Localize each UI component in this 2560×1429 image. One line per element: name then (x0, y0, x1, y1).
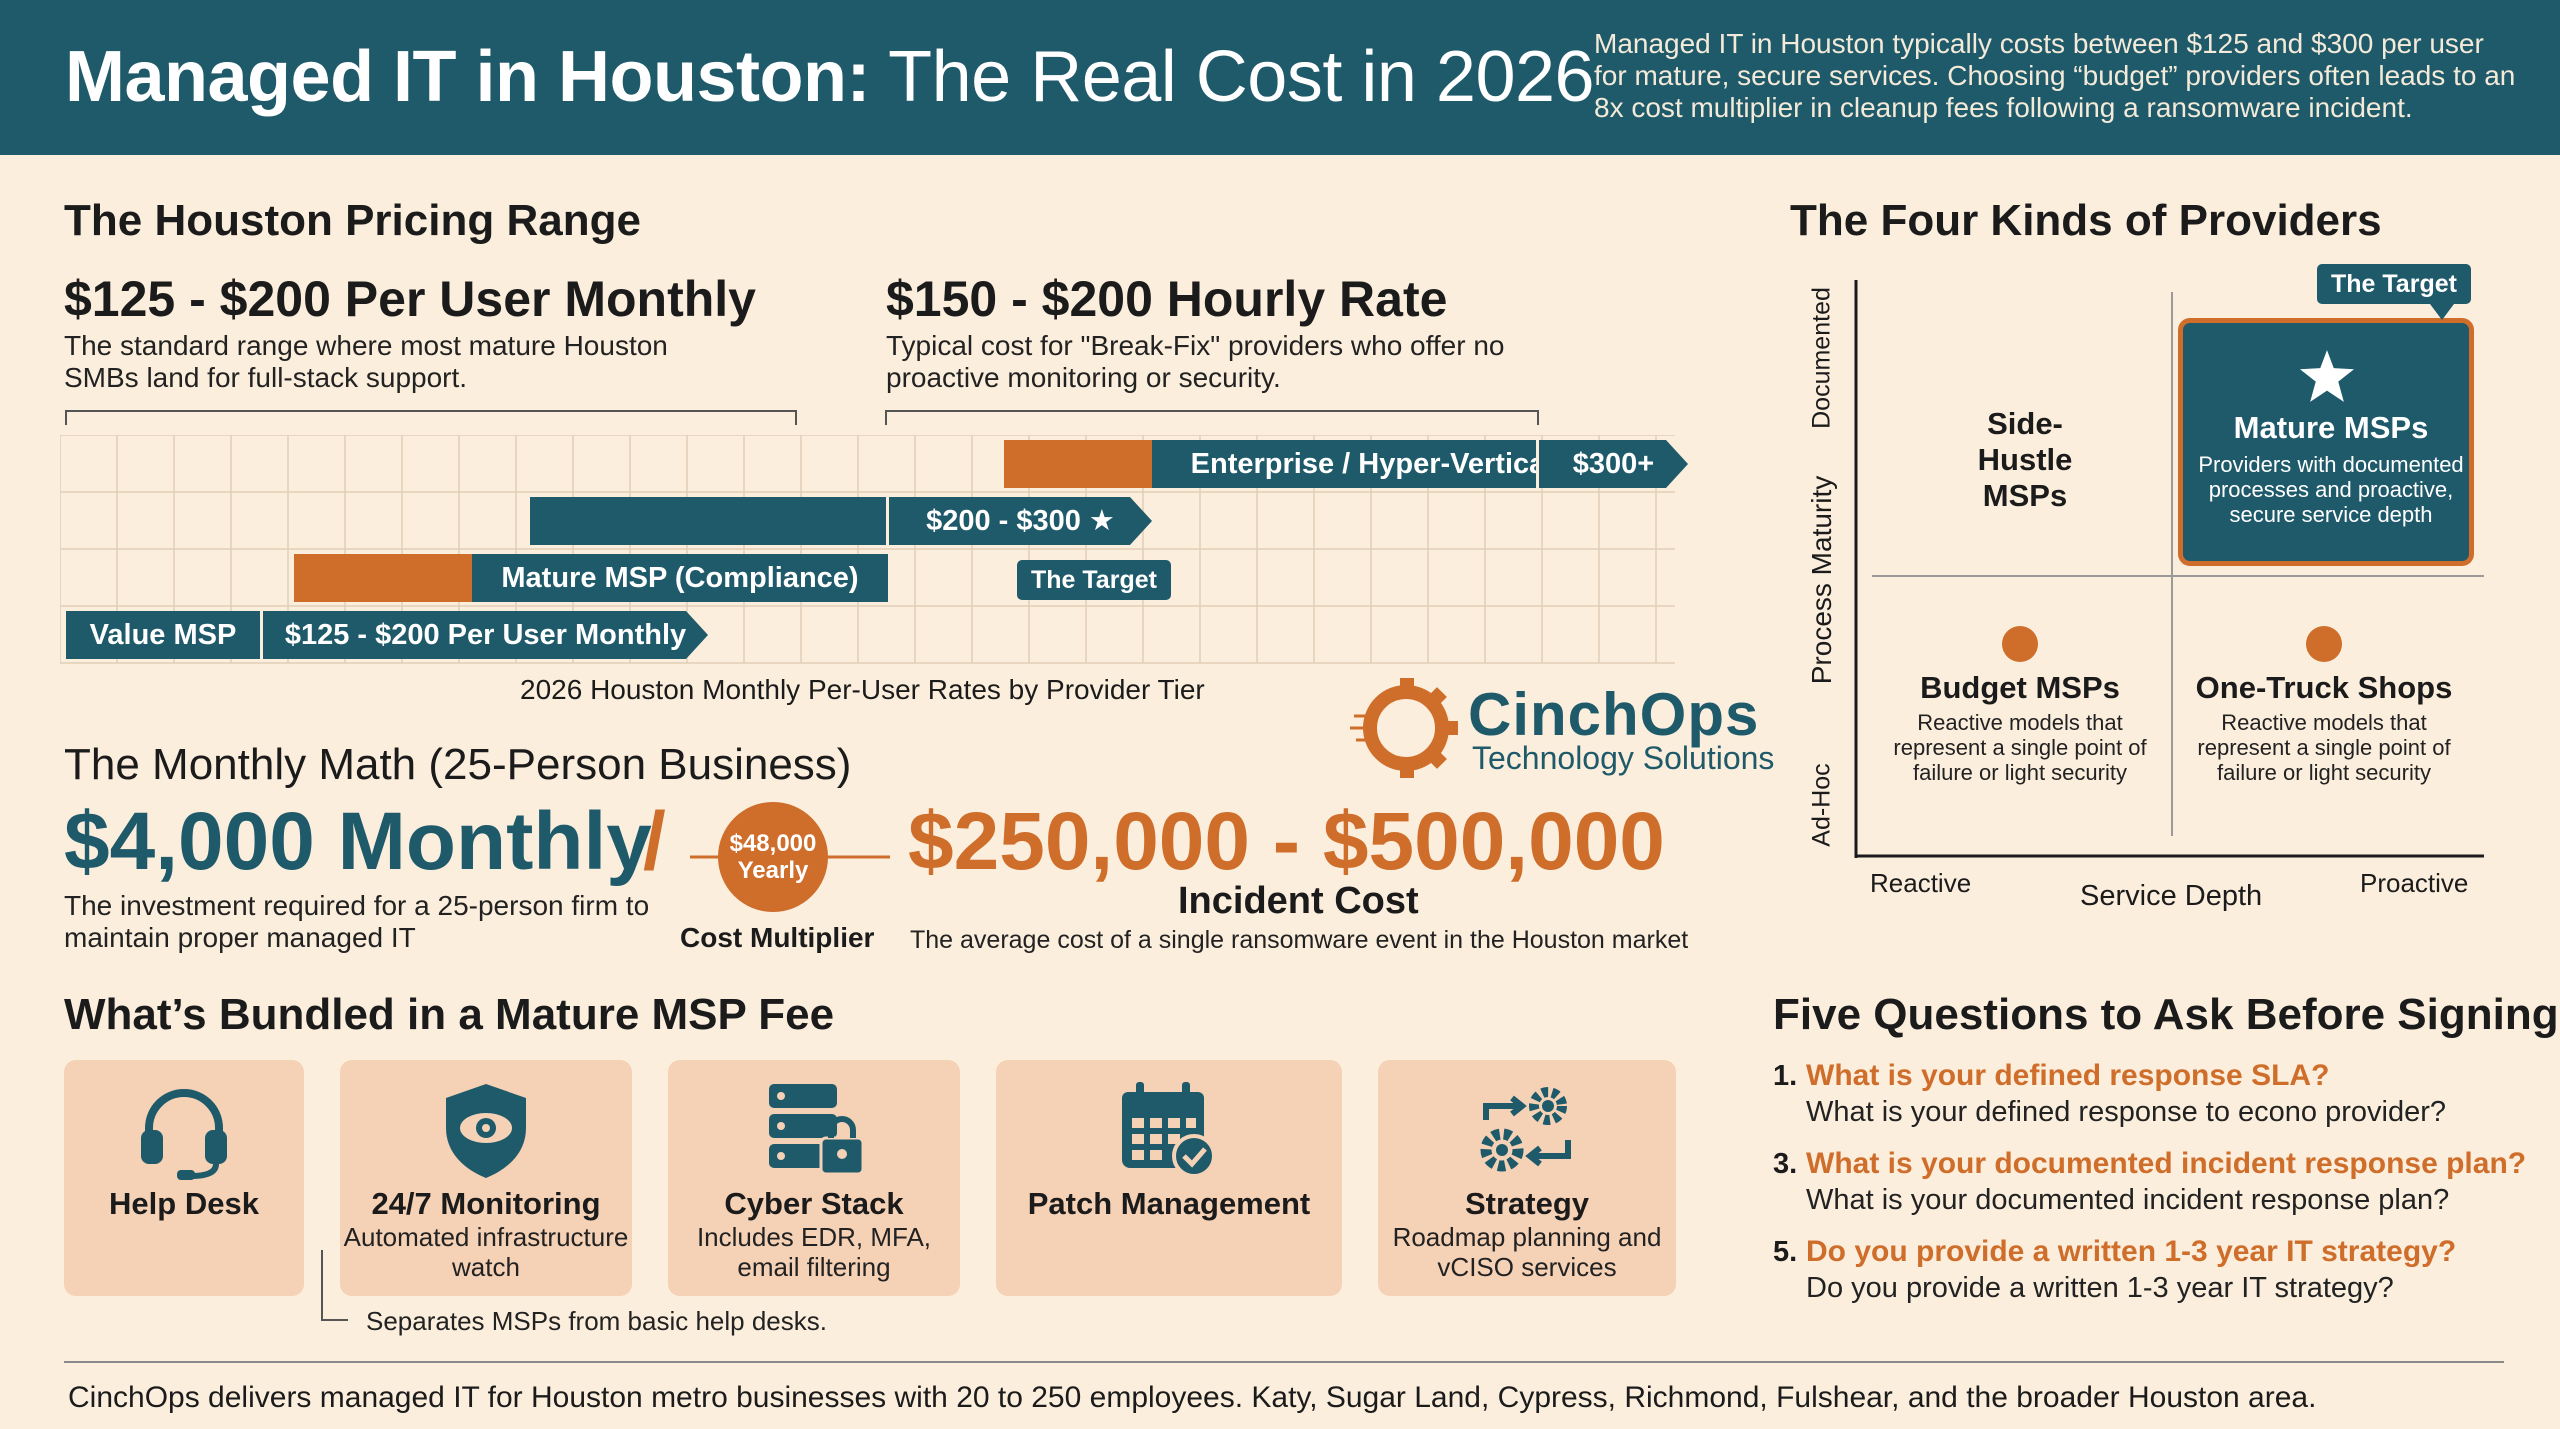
brand-tagline: Technology Solutions (1472, 740, 1775, 776)
monthly-desc: The investment required for a 25-person … (64, 890, 650, 953)
note-connector (321, 1250, 348, 1321)
side-hustle-title: Side-Hustle MSPs (1977, 406, 2073, 513)
card-sub: Automated infrastructure watch (343, 1222, 629, 1282)
enterprise-bar-start (1004, 440, 1152, 488)
incident-label: Incident Cost (1178, 880, 1419, 922)
y-axis-top-wrap: Documented (1802, 278, 1842, 438)
quadrant-target-tag: The Target (2317, 264, 2471, 304)
per-user-desc: The standard range where most mature Hou… (64, 330, 668, 393)
card-title: Help Desk (109, 1186, 259, 1221)
page-title: Managed IT in Houston: The Real Cost in … (65, 36, 1595, 118)
one-truck-dot (2306, 626, 2342, 662)
mature-tier-label: Mature MSP (Compliance) (472, 554, 888, 602)
budget-msp-desc: Reactive models that represent a single … (1893, 710, 2147, 785)
footer-text: CinchOps delivers managed IT for Houston… (68, 1381, 2317, 1414)
header-banner: Managed IT in Houston: The Real Cost in … (0, 0, 2560, 155)
y-axis-bottom-wrap: Ad-Hoc (1802, 750, 1842, 860)
providers-section-title: The Four Kinds of Providers (1790, 196, 2382, 245)
multiplier-label: Cost Multiplier (680, 922, 875, 953)
one-truck-title: One-Truck Shops (2195, 670, 2453, 705)
target-tag: The Target (1017, 560, 1171, 600)
y-axis-label: Process Maturity (1806, 475, 1837, 685)
card-title: 24/7 Monitoring (371, 1186, 601, 1221)
question-sub: What is your defined response to econo p… (1806, 1096, 2446, 1128)
question-head: What is your defined response SLA? (1806, 1059, 2330, 1092)
card-patch-management: Patch Management (996, 1060, 1342, 1296)
quadrant-axes (1854, 280, 2484, 858)
incident-value: $250,000 - $500,000 (908, 796, 1665, 887)
x-axis-label: Service Depth (2080, 880, 2263, 912)
providers-quadrant: Documented Process Maturity Ad-Hoc The T… (1800, 264, 2490, 860)
y-axis-bottom: Ad-Hoc (1807, 763, 1836, 847)
range-brackets (65, 410, 1539, 425)
target-tag-pointer (2430, 304, 2454, 320)
card-strategy: Strategy Roadmap planning and vCISO serv… (1378, 1060, 1676, 1296)
bundle-note: Separates MSPs from basic help desks. (366, 1306, 827, 1336)
mature-msp-box (2178, 318, 2474, 566)
card-sub: Roadmap planning and vCISO services (1392, 1222, 1662, 1282)
hourly-price: $150 - $200 Hourly Rate (886, 271, 1448, 327)
x-axis-left: Reactive (1870, 868, 1972, 898)
star-icon (2300, 350, 2354, 402)
enterprise-tier-label: Enterprise / Hyper-Vertical (1152, 440, 1592, 488)
question-number: 3. (1773, 1148, 1798, 1180)
per-user-price: $125 - $200 Per User Monthly (64, 271, 756, 327)
header-summary: Managed IT in Houston typically costs be… (1594, 28, 2516, 123)
y-axis-label-wrap: Process Maturity (1802, 460, 1842, 700)
question-sub: What is your documented incident respons… (1806, 1184, 2450, 1216)
tier-range-chart: Enterprise / Hyper-Vertical $300+ $200 -… (60, 400, 1680, 680)
card-title: Cyber Stack (724, 1186, 904, 1221)
monthly-math-title: The Monthly Math (25-Person Business) (64, 740, 851, 790)
monthly-value: $4,000 Monthly (64, 796, 652, 887)
enterprise-tier-range: $300+ (1536, 440, 1688, 488)
headset-icon (141, 1089, 227, 1180)
mature-msp-title: Mature MSPs (2233, 410, 2429, 445)
x-axis-right: Proactive (2360, 868, 2469, 898)
hourly-desc: Typical cost for "Break-Fix" providers w… (886, 330, 1505, 393)
calendar-check-icon (1122, 1082, 1216, 1178)
compliance-bar-start (294, 554, 472, 602)
questions-section-title: Five Questions to Ask Before Signing (1773, 990, 2559, 1039)
value-tier-label: Value MSP (66, 611, 260, 659)
pricing-section-title: The Houston Pricing Range (64, 196, 641, 245)
budget-msp-title: Budget MSPs (1920, 670, 2120, 705)
monthly-math-title-text: The Monthly Math (25-Person Business) (64, 740, 852, 789)
card-title: Patch Management (1027, 1186, 1311, 1221)
chart-caption: 2026 Houston Monthly Per-User Rates by P… (520, 674, 1205, 705)
card-help-desk: Help Desk (64, 1060, 304, 1296)
question-number: 5. (1773, 1236, 1798, 1268)
question-head: Do you provide a written 1-3 year IT str… (1806, 1235, 2457, 1268)
footer-divider (64, 1361, 2504, 1363)
incident-desc: The average cost of a single ransomware … (910, 926, 1689, 954)
shield-eye-icon (446, 1084, 526, 1178)
server-lock-icon (769, 1084, 865, 1176)
bundle-section-title: What’s Bundled in a Mature MSP Fee (64, 990, 835, 1039)
question-sub: Do you provide a written 1-3 year IT str… (1806, 1272, 2394, 1304)
card-cyber-stack: Cyber Stack Includes EDR, MFA, email fil… (668, 1060, 960, 1296)
budget-dot (2002, 626, 2038, 662)
cinchops-gear-icon (1350, 678, 1458, 778)
mature-msp-desc: Providers with documented processes and … (2198, 452, 2464, 527)
y-axis-top: Documented (1807, 287, 1836, 429)
yearly-label: Yearly (737, 857, 809, 884)
value-tier-range: $125 - $200 Per User Monthly (260, 611, 708, 659)
title-bold: Managed IT in Houston: (65, 37, 870, 117)
card-title: Strategy (1464, 1186, 1590, 1221)
gears-icon (1480, 1087, 1571, 1172)
card-sub: Includes EDR, MFA, email filtering (696, 1222, 932, 1282)
yearly-amount: $48,000 (729, 830, 817, 857)
card-monitoring: 24/7 Monitoring Automated infrastructure… (340, 1060, 632, 1296)
question-number: 1. (1773, 1060, 1798, 1092)
mature-bar-start (530, 497, 890, 545)
yearly-badge: $48,000 Yearly (718, 802, 828, 912)
one-truck-desc: Reactive models that represent a single … (2197, 710, 2451, 785)
mature-tier-range: $200 - $300 ★ (886, 497, 1152, 545)
brand-name: CinchOps (1468, 681, 1760, 748)
question-head: What is your documented incident respons… (1806, 1147, 2527, 1180)
slash-divider: / (643, 796, 666, 887)
title-light: The Real Cost in 2026 (888, 37, 1595, 117)
